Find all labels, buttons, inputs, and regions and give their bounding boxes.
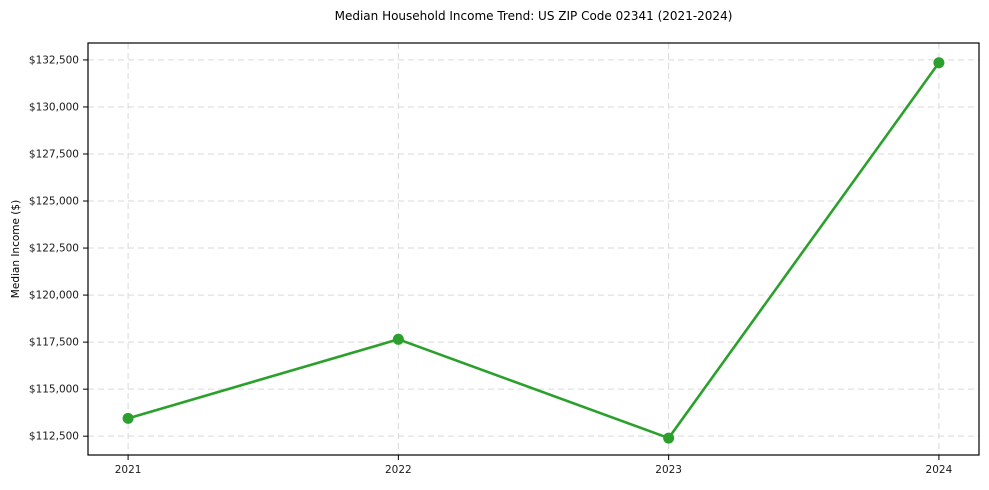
- data-point-2022: [392, 333, 404, 345]
- x-tick-label-2022: 2022: [385, 464, 412, 476]
- y-tick-label-132500: $132,500: [29, 54, 79, 66]
- y-tick-label-125000: $125,000: [29, 196, 79, 208]
- x-tick-label-2023: 2023: [655, 464, 682, 476]
- data-point-2021: [122, 412, 134, 424]
- y-tick-label-115000: $115,000: [29, 384, 79, 396]
- y-tick-label-112500: $112,500: [29, 431, 79, 443]
- data-point-2024: [933, 57, 945, 69]
- plot-border: [87, 42, 980, 456]
- data-point-2023: [663, 432, 675, 444]
- y-tick-label-117500: $117,500: [29, 337, 79, 349]
- y-tick-label-127500: $127,500: [29, 148, 79, 160]
- y-tick-label-120000: $120,000: [29, 290, 79, 302]
- x-tick-label-2021: 2021: [115, 464, 142, 476]
- y-tick-label-130000: $130,000: [29, 101, 79, 113]
- x-tick-label-2024: 2024: [926, 464, 953, 476]
- income-line-series: [126, 61, 941, 440]
- chart-title: Median Household Income Trend: US ZIP Co…: [334, 9, 733, 23]
- y-tick-label-122500: $122,500: [29, 243, 79, 255]
- y-axis-label: Median Income ($): [10, 199, 22, 299]
